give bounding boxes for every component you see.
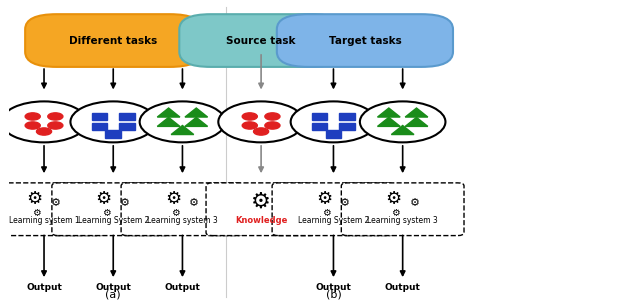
Circle shape bbox=[291, 102, 376, 142]
Text: ⚙: ⚙ bbox=[340, 198, 351, 208]
Text: ⚙: ⚙ bbox=[51, 198, 61, 208]
FancyBboxPatch shape bbox=[52, 183, 175, 236]
Text: ⚙: ⚙ bbox=[385, 190, 401, 209]
FancyBboxPatch shape bbox=[272, 183, 395, 236]
Polygon shape bbox=[157, 117, 180, 126]
FancyBboxPatch shape bbox=[0, 183, 106, 236]
Circle shape bbox=[218, 102, 304, 142]
Text: ⚙: ⚙ bbox=[165, 190, 181, 209]
FancyBboxPatch shape bbox=[25, 14, 202, 67]
Circle shape bbox=[25, 122, 40, 129]
Text: (a): (a) bbox=[106, 290, 121, 300]
Polygon shape bbox=[185, 108, 207, 117]
Circle shape bbox=[1, 102, 87, 142]
Circle shape bbox=[360, 102, 445, 142]
FancyBboxPatch shape bbox=[179, 14, 343, 67]
FancyBboxPatch shape bbox=[326, 130, 341, 138]
Polygon shape bbox=[378, 108, 400, 117]
Circle shape bbox=[36, 128, 52, 135]
Text: ⚙: ⚙ bbox=[120, 198, 130, 208]
Text: ⚙: ⚙ bbox=[410, 198, 420, 208]
Circle shape bbox=[48, 122, 63, 129]
Text: Output: Output bbox=[164, 283, 200, 292]
FancyBboxPatch shape bbox=[341, 183, 464, 236]
FancyBboxPatch shape bbox=[206, 183, 316, 236]
FancyBboxPatch shape bbox=[277, 14, 453, 67]
FancyBboxPatch shape bbox=[92, 123, 108, 130]
Text: Output: Output bbox=[95, 283, 131, 292]
Text: Output: Output bbox=[26, 283, 62, 292]
Circle shape bbox=[242, 122, 257, 129]
Text: Learning system 3: Learning system 3 bbox=[367, 216, 438, 225]
Text: Learning System 2: Learning System 2 bbox=[77, 216, 149, 225]
FancyBboxPatch shape bbox=[312, 123, 328, 130]
Text: ⚙: ⚙ bbox=[102, 208, 111, 218]
Polygon shape bbox=[405, 117, 428, 126]
Polygon shape bbox=[391, 126, 414, 135]
Text: ⚙: ⚙ bbox=[33, 208, 41, 218]
Circle shape bbox=[25, 113, 40, 120]
FancyBboxPatch shape bbox=[106, 130, 121, 138]
Circle shape bbox=[265, 113, 280, 120]
Text: ⚙: ⚙ bbox=[171, 208, 180, 218]
FancyBboxPatch shape bbox=[92, 113, 108, 120]
Text: ⚙: ⚙ bbox=[322, 208, 331, 218]
Text: Learning system 1: Learning system 1 bbox=[9, 216, 79, 225]
Text: Output: Output bbox=[316, 283, 351, 292]
Polygon shape bbox=[171, 126, 194, 135]
Polygon shape bbox=[405, 108, 428, 117]
Text: ⚙: ⚙ bbox=[95, 190, 112, 209]
Polygon shape bbox=[185, 117, 207, 126]
FancyBboxPatch shape bbox=[312, 113, 328, 120]
Text: ⚙: ⚙ bbox=[189, 198, 200, 208]
Text: ⚙: ⚙ bbox=[26, 190, 42, 209]
Text: Source task: Source task bbox=[227, 36, 296, 46]
Text: Different tasks: Different tasks bbox=[69, 36, 157, 46]
Circle shape bbox=[70, 102, 156, 142]
Text: (b): (b) bbox=[326, 290, 341, 300]
FancyBboxPatch shape bbox=[339, 123, 355, 130]
FancyBboxPatch shape bbox=[339, 113, 355, 120]
Text: Learning System 2: Learning System 2 bbox=[298, 216, 369, 225]
Text: ⚙: ⚙ bbox=[391, 208, 400, 218]
Circle shape bbox=[253, 128, 269, 135]
Text: ⚙: ⚙ bbox=[316, 190, 332, 209]
Polygon shape bbox=[157, 108, 180, 117]
Text: Learning system 3: Learning system 3 bbox=[147, 216, 218, 225]
Text: Output: Output bbox=[385, 283, 420, 292]
FancyBboxPatch shape bbox=[119, 113, 135, 120]
Text: Knowledge: Knowledge bbox=[235, 216, 287, 225]
Polygon shape bbox=[378, 117, 400, 126]
Circle shape bbox=[48, 113, 63, 120]
Circle shape bbox=[265, 122, 280, 129]
Circle shape bbox=[242, 113, 257, 120]
Text: Target tasks: Target tasks bbox=[328, 36, 401, 46]
FancyBboxPatch shape bbox=[119, 123, 135, 130]
FancyBboxPatch shape bbox=[121, 183, 244, 236]
Circle shape bbox=[140, 102, 225, 142]
Text: ⚙: ⚙ bbox=[251, 191, 271, 211]
